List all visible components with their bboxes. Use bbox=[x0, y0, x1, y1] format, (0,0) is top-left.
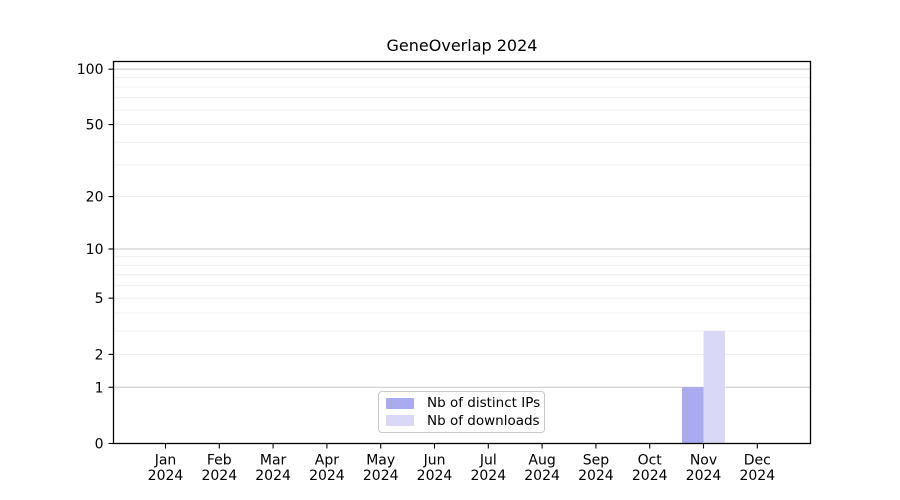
legend-label-downloads: Nb of downloads bbox=[427, 412, 540, 429]
xtick-label-mar: Mar 2024 bbox=[255, 453, 291, 485]
ytick-label-2: 2 bbox=[95, 347, 104, 363]
legend-label-distinct-ips: Nb of distinct IPs bbox=[427, 395, 541, 412]
xtick-label-may: May 2024 bbox=[363, 453, 399, 485]
legend-swatch-distinct-ips bbox=[386, 397, 414, 409]
xtick-label-jan: Jan 2024 bbox=[148, 453, 184, 485]
xtick-label-oct: Oct 2024 bbox=[632, 453, 668, 485]
xtick-label-apr: Apr 2024 bbox=[309, 453, 345, 485]
chart-title: GeneOverlap 2024 bbox=[386, 36, 538, 55]
ytick-label-1: 1 bbox=[95, 380, 104, 396]
ytick-label-5: 5 bbox=[95, 291, 104, 307]
plot-border bbox=[112, 60, 812, 445]
xtick-label-jun: Jun 2024 bbox=[417, 453, 453, 485]
xtick-label-dec: Dec 2024 bbox=[739, 453, 775, 485]
ytick-label-20: 20 bbox=[86, 190, 104, 206]
legend-swatch-downloads bbox=[386, 415, 414, 427]
bar-nb-of-distinct-ips-nov bbox=[682, 387, 704, 444]
ytick-label-50: 50 bbox=[86, 118, 104, 134]
legend: Nb of distinct IPs Nb of downloads bbox=[378, 391, 545, 433]
ytick-label-10: 10 bbox=[86, 242, 104, 258]
legend-item-distinct-ips: Nb of distinct IPs bbox=[386, 395, 540, 411]
xtick-label-sep: Sep 2024 bbox=[578, 453, 614, 485]
ytick-label-0: 0 bbox=[95, 437, 104, 453]
ytick-label-100: 100 bbox=[77, 62, 104, 78]
xtick-label-jul: Jul 2024 bbox=[470, 453, 506, 485]
xtick-label-feb: Feb 2024 bbox=[201, 453, 237, 485]
xtick-label-nov: Nov 2024 bbox=[686, 453, 722, 485]
bar-nb-of-downloads-nov bbox=[703, 331, 725, 444]
legend-item-downloads: Nb of downloads bbox=[386, 413, 540, 429]
xtick-label-aug: Aug 2024 bbox=[524, 453, 560, 485]
